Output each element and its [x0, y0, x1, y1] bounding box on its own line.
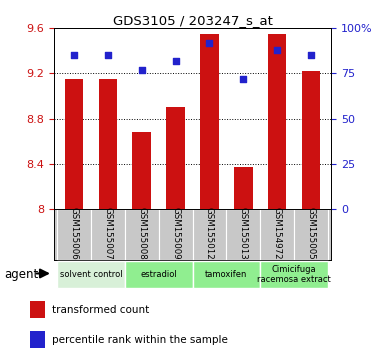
Text: estradiol: estradiol	[140, 270, 177, 279]
Text: GSM155005: GSM155005	[306, 207, 315, 260]
Text: tamoxifen: tamoxifen	[205, 270, 248, 279]
Text: transformed count: transformed count	[52, 305, 149, 315]
Text: GSM155009: GSM155009	[171, 207, 180, 260]
Bar	[166, 107, 185, 209]
Bar	[260, 209, 294, 260]
Bar	[200, 34, 219, 209]
Point	[308, 53, 314, 58]
Bar	[30, 301, 45, 318]
Point	[172, 58, 179, 64]
Text: solvent control: solvent control	[60, 270, 122, 279]
Text: GSM155012: GSM155012	[205, 207, 214, 260]
Text: GSM155013: GSM155013	[239, 207, 248, 260]
Bar	[91, 209, 125, 260]
Text: agent: agent	[4, 268, 38, 281]
Bar	[132, 132, 151, 209]
Bar	[125, 261, 192, 288]
Bar	[192, 209, 226, 260]
Text: GSM154972: GSM154972	[273, 207, 281, 260]
Bar	[268, 34, 286, 209]
Bar	[57, 261, 125, 288]
Point	[206, 40, 213, 46]
Text: GSM155006: GSM155006	[70, 207, 79, 260]
Bar	[301, 71, 320, 209]
Point	[274, 47, 280, 53]
Bar	[192, 261, 260, 288]
Bar	[234, 167, 253, 209]
Text: percentile rank within the sample: percentile rank within the sample	[52, 335, 228, 345]
Text: GSM155008: GSM155008	[137, 207, 146, 260]
Title: GDS3105 / 203247_s_at: GDS3105 / 203247_s_at	[112, 14, 273, 27]
Point	[240, 76, 246, 82]
Bar	[57, 209, 91, 260]
Bar	[294, 209, 328, 260]
Bar	[226, 209, 260, 260]
Bar	[99, 79, 117, 209]
Bar	[125, 209, 159, 260]
Point	[139, 67, 145, 73]
Point	[71, 53, 77, 58]
Bar	[65, 79, 84, 209]
Bar	[159, 209, 192, 260]
Bar	[260, 261, 328, 288]
Point	[105, 53, 111, 58]
Bar	[30, 331, 45, 348]
Text: Cimicifuga
racemosa extract: Cimicifuga racemosa extract	[257, 265, 331, 284]
Text: GSM155007: GSM155007	[104, 207, 112, 260]
